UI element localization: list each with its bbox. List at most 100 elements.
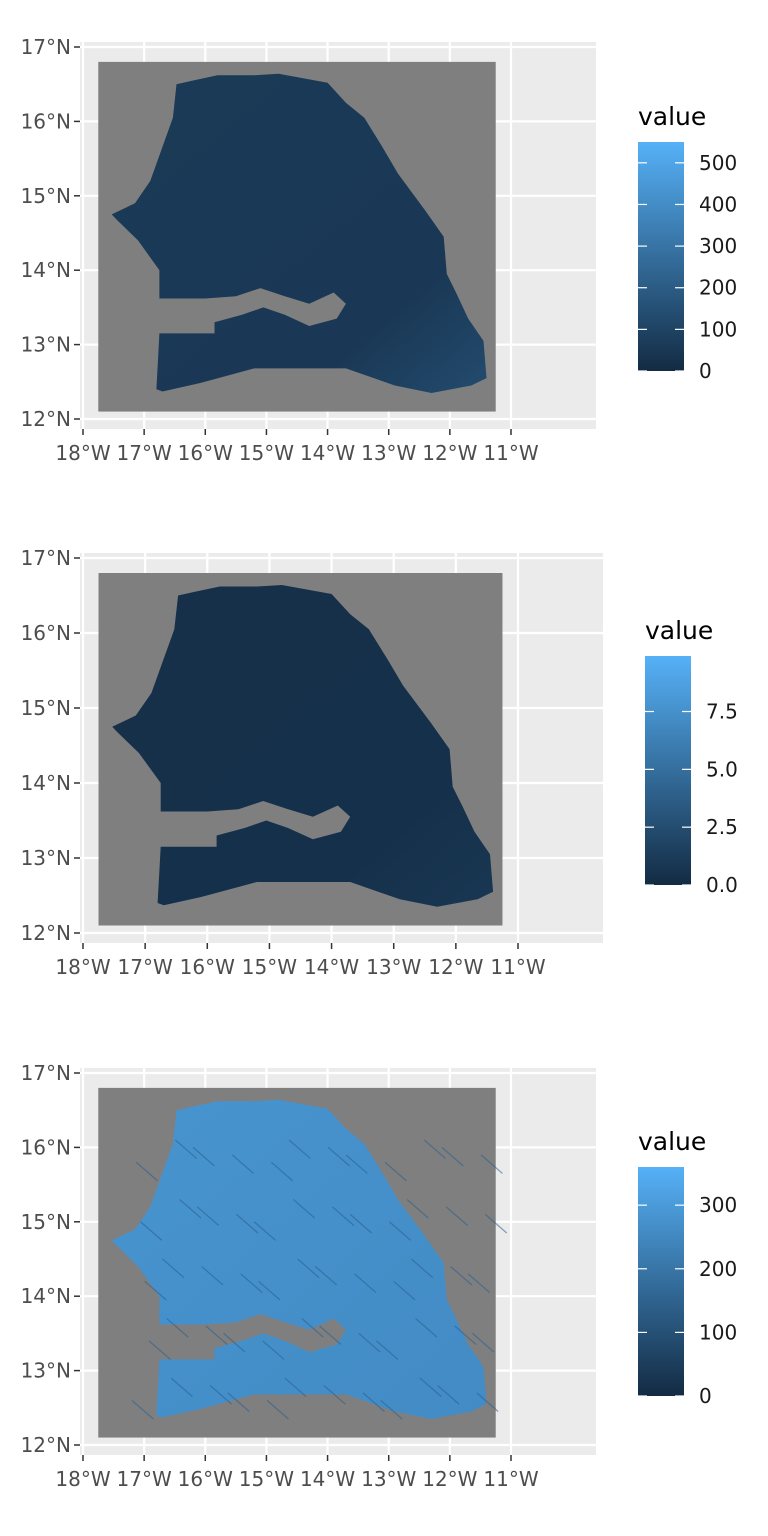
relief-stroke <box>292 1198 316 1219</box>
relief-stroke <box>174 1139 198 1160</box>
x-tick-label: 16°W <box>180 955 235 979</box>
relief-stroke <box>131 1399 154 1420</box>
legend-break-label: 0 <box>699 359 712 383</box>
y-tick-label: 14°N <box>21 1284 71 1308</box>
legend-colorbar <box>638 142 684 371</box>
relief-stroke <box>205 1325 228 1346</box>
map-panel-3: 18°W 17°W 16°W 15°W 14°W 13°W 12°W 11°W 12°N 13°N… <box>21 1061 738 1491</box>
x-tick-label: 16°W <box>178 1467 233 1491</box>
x-tick-label: 12°W <box>428 955 483 979</box>
x-tick-label: 18°W <box>55 1467 110 1491</box>
x-tick-label: 14°W <box>300 441 355 465</box>
relief-stroke <box>144 1280 167 1301</box>
relief-stroke <box>349 1213 373 1234</box>
legend-break-label: 300 <box>699 1193 737 1217</box>
relief-stroke <box>406 1198 429 1219</box>
relief-stroke <box>345 1154 368 1174</box>
legend-break-label: 100 <box>699 1320 737 1344</box>
relief-stroke <box>415 1318 438 1338</box>
relief-stroke <box>266 1399 289 1420</box>
legend-break-label: 5.0 <box>706 757 738 781</box>
legend-break-label: 300 <box>699 234 737 258</box>
relief-stroke <box>166 1318 189 1338</box>
relief-stroke <box>450 1265 473 1286</box>
relief-stroke <box>231 1154 255 1174</box>
x-tick-label: 18°W <box>55 955 110 979</box>
y-tick-label: 13°N <box>21 333 71 357</box>
x-tick-label: 14°W <box>304 955 359 979</box>
relief-stroke <box>441 1146 464 1167</box>
relief-stroke <box>472 1332 495 1353</box>
x-tick-label: 11°W <box>490 955 545 979</box>
x-tick-label: 13°W <box>361 441 416 465</box>
relief-stroke <box>170 1377 193 1398</box>
y-tick-label: 16°N <box>21 1135 71 1159</box>
x-tick-label: 17°W <box>118 955 173 979</box>
relief-stroke <box>209 1384 233 1405</box>
y-tick-label: 15°N <box>21 1210 71 1234</box>
relief-stroke <box>388 1221 412 1241</box>
relief-stroke <box>419 1377 442 1398</box>
map-panel-2: 18°W 17°W 16°W 15°W 14°W 13°W 12°W 11°W 12°N 13°N… <box>21 546 738 979</box>
relief-stroke <box>253 1221 277 1241</box>
legend-break-label: 200 <box>699 1257 737 1281</box>
y-tick-label: 12°N <box>21 1433 71 1457</box>
legend-colorbar <box>645 656 691 885</box>
y-tick-label: 14°N <box>21 771 71 795</box>
y-tick-label: 15°N <box>21 696 71 720</box>
x-tick-label: 15°W <box>242 955 297 979</box>
relief-stroke <box>484 1213 508 1234</box>
x-tick-label: 15°W <box>239 1467 294 1491</box>
relief-stroke <box>179 1198 202 1219</box>
map-panel-1: 18°W 17°W 16°W 15°W 14°W 13°W 12°W 11°W 12°N 13°N… <box>21 35 738 465</box>
relief-stroke <box>201 1265 224 1286</box>
x-tick-label: 12°W <box>422 441 477 465</box>
relief-stroke <box>301 1318 324 1338</box>
legend-title: value <box>645 616 713 645</box>
y-tick-label: 16°N <box>21 109 71 133</box>
x-tick-label: 15°W <box>239 441 294 465</box>
relief-stroke <box>454 1325 477 1346</box>
relief-stroke <box>410 1258 434 1279</box>
legend-break-label: 500 <box>699 151 737 175</box>
relief-stroke <box>437 1384 460 1405</box>
relief-stroke <box>362 1392 385 1413</box>
country-raster <box>111 73 487 394</box>
relief-stroke <box>445 1206 469 1227</box>
relief-stroke <box>223 1332 246 1353</box>
country-raster <box>111 1099 487 1419</box>
y-tick-label: 14°N <box>21 258 71 282</box>
country-raster <box>112 585 494 907</box>
relief-stroke <box>297 1258 320 1279</box>
legend-break-label: 400 <box>699 192 737 216</box>
relief-stroke <box>162 1258 185 1279</box>
legend-title: value <box>638 102 706 131</box>
relief-stroke <box>354 1273 377 1293</box>
relief-stroke <box>148 1340 171 1360</box>
x-tick-label: 11°W <box>483 1467 538 1491</box>
y-tick-label: 17°N <box>21 35 71 59</box>
x-tick-label: 17°W <box>117 1467 172 1491</box>
relief-stroke <box>384 1161 407 1182</box>
relief-stroke <box>358 1332 381 1353</box>
x-tick-label: 17°W <box>117 441 172 465</box>
x-tick-label: 14°W <box>300 1467 355 1491</box>
y-tick-label: 17°N <box>21 546 71 570</box>
relief-stroke <box>332 1206 355 1227</box>
relief-stroke <box>323 1384 346 1405</box>
relief-stroke <box>192 1146 215 1167</box>
relief-stroke <box>262 1340 285 1360</box>
legend-title: value <box>638 1127 706 1156</box>
y-tick-label: 12°N <box>21 921 71 945</box>
x-tick-label: 11°W <box>483 441 538 465</box>
relief-stroke <box>196 1206 220 1227</box>
relief-stroke <box>284 1377 307 1398</box>
x-tick-label: 13°W <box>361 1467 416 1491</box>
relief-stroke <box>376 1340 399 1360</box>
relief-stroke <box>476 1392 499 1413</box>
relief-stroke <box>135 1161 159 1182</box>
relief-stroke <box>423 1139 447 1160</box>
relief-stroke <box>319 1325 342 1346</box>
x-tick-label: 13°W <box>366 955 421 979</box>
